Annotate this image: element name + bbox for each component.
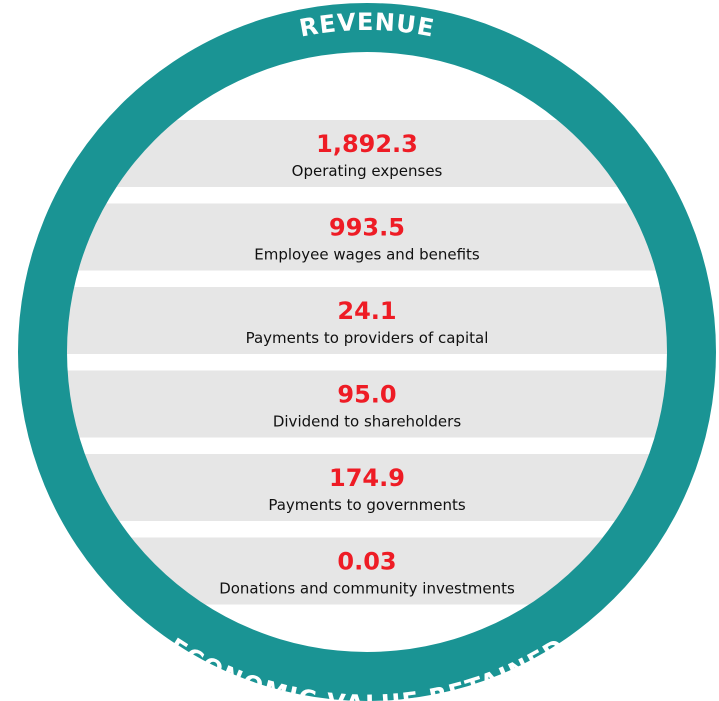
item-label: Donations and community investments — [219, 580, 515, 598]
item-texts: 1,892.3 Operating expenses 993.5 Employee w… — [219, 130, 515, 598]
item-label: Payments to governments — [268, 496, 466, 514]
item-label: Dividend to shareholders — [273, 413, 461, 431]
item-band — [49, 454, 685, 521]
item-label: Employee wages and benefits — [254, 246, 480, 264]
item-band — [49, 287, 685, 354]
item-value: 95.0 — [337, 381, 396, 409]
item-value: 174.9 — [329, 464, 405, 492]
item-value: 0.03 — [337, 548, 396, 576]
item-value: 24.1 — [337, 297, 396, 325]
item-band — [49, 370, 685, 438]
item-label: Operating expenses — [292, 162, 443, 180]
item-label: Payments to providers of capital — [246, 329, 489, 347]
item-value: 993.5 — [329, 214, 405, 242]
item-value: 1,892.3 — [316, 130, 418, 158]
item-band — [49, 203, 685, 271]
